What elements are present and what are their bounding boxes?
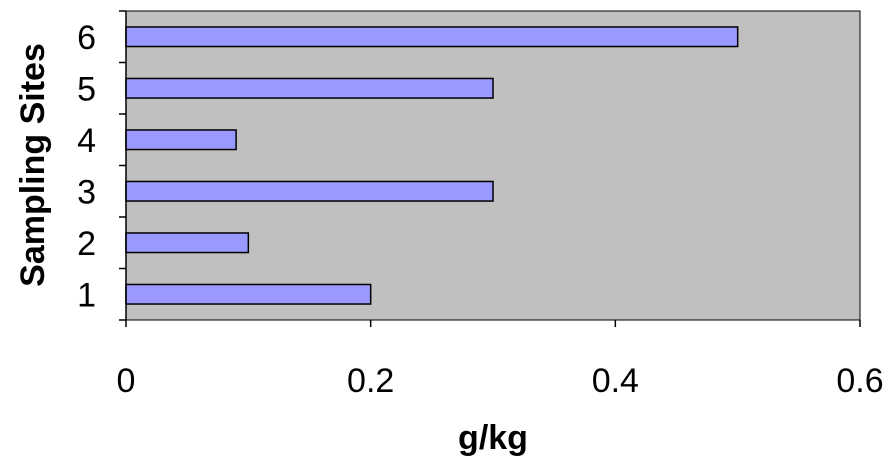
y-tick-label-6: 6 <box>77 19 96 57</box>
bar-site-2 <box>125 232 250 254</box>
x-tick-label: 0.4 <box>592 362 639 400</box>
bar-site-6 <box>125 26 739 48</box>
y-axis-title: Sampling Sites <box>14 43 52 287</box>
x-tick-label: 0.6 <box>836 362 883 400</box>
y-tick-label-4: 4 <box>77 122 96 160</box>
x-axis-title: g/kg <box>458 419 528 457</box>
x-axis: 0 0.2 0.4 0.6 <box>117 320 884 400</box>
y-tick-label-3: 3 <box>77 173 96 211</box>
bar-site-4 <box>125 129 237 151</box>
y-axis: 1 2 3 4 5 6 <box>77 10 127 321</box>
y-tick-label-1: 1 <box>77 276 96 314</box>
bar-site-1 <box>125 283 372 305</box>
x-tick-label: 0 <box>117 362 136 400</box>
bar-site-3 <box>125 180 494 202</box>
y-tick-label-5: 5 <box>77 70 96 108</box>
x-tick-label: 0.2 <box>347 362 394 400</box>
y-tick-label-2: 2 <box>77 225 96 263</box>
plot-area <box>125 10 861 321</box>
bar-site-5 <box>125 77 494 99</box>
